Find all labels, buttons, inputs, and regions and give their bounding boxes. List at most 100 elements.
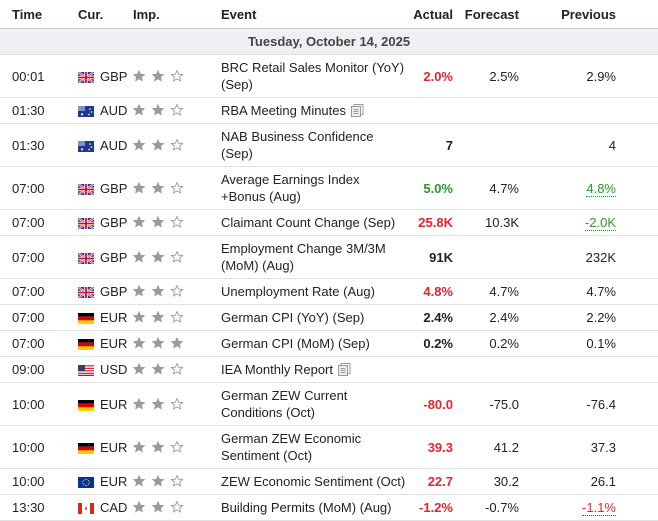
event-cell: German ZEW Economic Sentiment (Oct) [221, 425, 406, 469]
event-row: 07:00 EUR German CPI (YoY) (Sep) 2.4% 2.4% 2.… [0, 304, 658, 331]
previous: 4.8% [528, 166, 658, 210]
importance-cell [132, 54, 221, 98]
actual-value: 22.7 [427, 474, 453, 489]
event-name[interactable]: Average Earnings Index +Bonus (Aug) [221, 172, 360, 204]
event-name[interactable]: Unemployment Rate (Aug) [221, 284, 375, 299]
column-header[interactable]: Cur. [66, 0, 133, 29]
forecast-value: -75.0 [489, 396, 519, 412]
time: 07:00 [0, 330, 66, 357]
previous-value: 0.1% [586, 336, 616, 351]
previous: 0.1% [528, 330, 658, 357]
star [132, 181, 146, 194]
currency: GBP [100, 249, 128, 265]
column-header[interactable]: Imp. [133, 0, 221, 29]
currency-cell: EUR [66, 304, 133, 331]
actual-value: 5.0% [423, 180, 453, 196]
star [132, 215, 146, 228]
event-name[interactable]: IEA Monthly Report [221, 362, 333, 377]
event-name[interactable]: BRC Retail Sales Monitor (YoY) (Sep) [221, 60, 405, 92]
currency: CAD [100, 500, 128, 515]
importance-stars [132, 284, 184, 297]
event-name[interactable]: German CPI (MoM) (Sep) [221, 336, 370, 351]
previous: 232K [528, 235, 658, 279]
flag-icon [78, 218, 94, 229]
event-name[interactable]: RBA Meeting Minutes [221, 103, 347, 118]
importance-stars [132, 474, 184, 487]
actual: -1.2% [406, 494, 458, 521]
currency-cell: CAD [66, 494, 133, 521]
time: 13:30 [0, 494, 66, 521]
column-header[interactable]: Previous [528, 0, 658, 29]
event-name[interactable]: Building Permits (MoM) (Aug) [221, 500, 392, 515]
actual-value: 2.4% [423, 310, 453, 325]
event-name[interactable]: German ZEW Economic Sentiment (Oct) [221, 431, 362, 463]
flag-icon [78, 140, 94, 152]
star [132, 138, 146, 151]
event-cell: Average Earnings Index +Bonus (Aug) [221, 166, 406, 210]
flag-icon [78, 399, 94, 411]
importance-stars [132, 396, 184, 410]
forecast: 2.5% [458, 54, 528, 98]
currency-cell: GBP [66, 235, 133, 279]
event-name[interactable]: Employment Change 3M/3M (MoM) (Aug) [221, 241, 386, 273]
star [132, 250, 146, 263]
previous: 26.1 [528, 468, 658, 495]
previous-value: 232K [585, 249, 616, 265]
currency: GBP [100, 215, 128, 230]
event-name[interactable]: Claimant Count Change (Sep) [221, 215, 396, 230]
star [151, 69, 165, 82]
currency-cell: EUR [66, 425, 133, 469]
currency-cell: GBP [66, 278, 133, 305]
previous-value: 2.2% [586, 310, 616, 325]
previous-value: 4 [608, 137, 616, 153]
previous-value: -1.1% [582, 500, 616, 516]
star [132, 397, 146, 410]
actual: 7 [406, 123, 458, 167]
column-header[interactable]: Actual [406, 0, 458, 29]
previous: 4.7% [528, 278, 658, 305]
importance-cell [132, 425, 221, 469]
event-name[interactable]: German CPI (YoY) (Sep) [221, 310, 365, 325]
star [170, 215, 184, 228]
event-row: 13:30 CAD Building Permits (MoM) (Aug) -1.2… [0, 494, 658, 521]
star [170, 284, 184, 297]
star [132, 310, 146, 323]
importance-stars [132, 68, 184, 82]
forecast: 2.4% [458, 304, 528, 331]
previous: 2.2% [528, 304, 658, 331]
star [151, 500, 165, 513]
star [151, 181, 165, 194]
currency: AUD [100, 137, 128, 153]
importance-cell [132, 304, 221, 331]
importance-cell [132, 494, 221, 521]
flag-icon [78, 287, 94, 298]
column-header[interactable]: Time [0, 0, 66, 29]
forecast-value: 30.2 [493, 474, 519, 489]
column-header[interactable]: Forecast [458, 0, 528, 29]
flag-icon [78, 71, 94, 83]
event-name[interactable]: ZEW Economic Sentiment (Oct) [221, 474, 406, 489]
star [132, 103, 146, 116]
event-row: 01:30 AUD RBA Meeting Minutes [0, 97, 658, 124]
event-cell: German CPI (MoM) (Sep) [221, 330, 406, 357]
star [132, 284, 146, 297]
time: 07:00 [0, 235, 66, 279]
star [151, 474, 165, 487]
event-name[interactable]: German ZEW Current Conditions (Oct) [221, 388, 348, 420]
star [170, 474, 184, 487]
time: 07:00 [0, 278, 66, 305]
previous: -76.4 [528, 382, 658, 426]
time: 09:00 [0, 356, 66, 383]
column-header[interactable]: Event [221, 0, 406, 29]
forecast-value: 10.3K [485, 215, 519, 230]
star [151, 397, 165, 410]
actual-value: -80.0 [423, 396, 453, 412]
currency: EUR [100, 474, 128, 489]
forecast: 0.2% [458, 330, 528, 357]
previous-value: 2.9% [586, 68, 616, 84]
star [170, 396, 184, 410]
time: 10:00 [0, 382, 66, 426]
event-name[interactable]: NAB Business Confidence (Sep) [221, 129, 374, 161]
previous: 2.9% [528, 54, 658, 98]
